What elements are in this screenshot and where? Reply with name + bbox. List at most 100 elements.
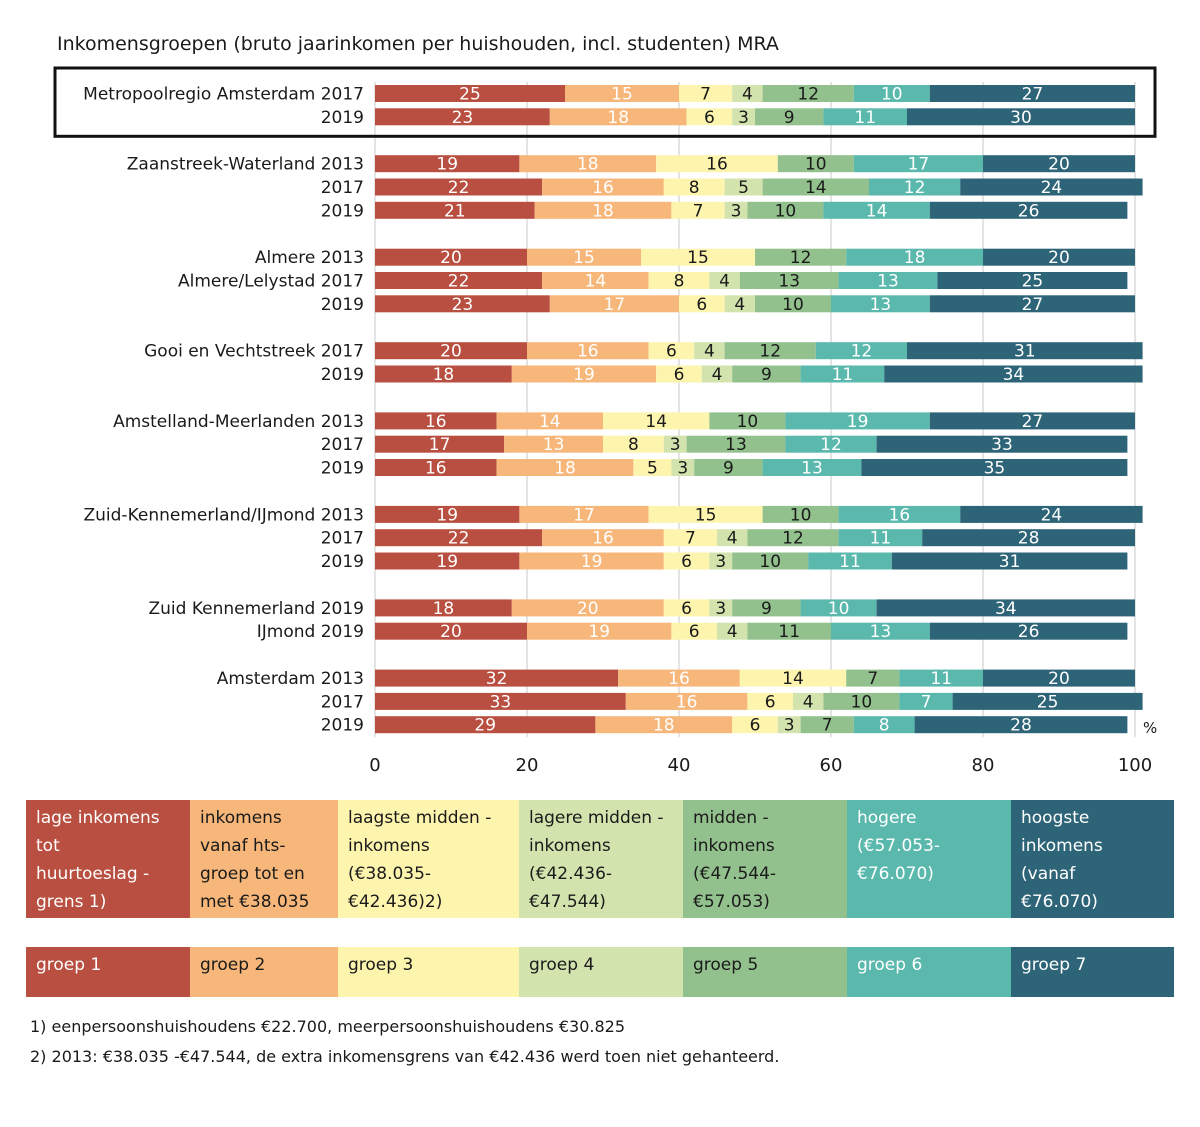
bar-segment <box>519 155 657 173</box>
bar-segment <box>732 716 778 734</box>
data-label: 3 <box>670 435 681 455</box>
data-label: 25 <box>1037 692 1059 712</box>
legend-description-2: inkomens vanaf hts- groep tot en met €38… <box>190 800 338 918</box>
data-label: 4 <box>712 365 723 385</box>
data-label: 8 <box>689 178 700 198</box>
data-label: 4 <box>704 342 715 362</box>
bar-segment <box>747 201 824 219</box>
data-label: 9 <box>723 459 734 479</box>
legend-description-1: lage inkomens tot huurtoeslag - grens 1) <box>26 800 190 918</box>
bar-segment <box>823 201 930 219</box>
row-label: Zaanstreek-Waterland 2013 <box>127 155 364 175</box>
data-label: 10 <box>881 85 903 105</box>
bar-segment <box>739 669 847 687</box>
row-label: 2017 <box>321 692 364 712</box>
data-label: 9 <box>761 365 772 385</box>
legend-description-6: hogere (€57.053- €76.070) <box>847 800 1011 918</box>
data-label: 7 <box>921 692 932 712</box>
bar-segment <box>504 435 603 453</box>
data-label: 30 <box>1010 108 1032 128</box>
data-label: 4 <box>727 622 738 642</box>
data-label: 12 <box>790 248 812 268</box>
bar-segment <box>929 201 1128 219</box>
data-label: 13 <box>801 459 823 479</box>
bar-segment <box>542 529 664 547</box>
bar-segment <box>724 201 748 219</box>
bar-segment <box>663 552 710 570</box>
bar-segment <box>511 599 664 617</box>
bar-segment <box>542 272 649 289</box>
data-label: 14 <box>645 412 667 432</box>
bar-segment <box>709 599 733 617</box>
row-label: Gooi en Vechtstreek 2017 <box>144 342 364 362</box>
bar-segment <box>375 622 527 640</box>
x-tick-label: 40 <box>668 755 691 776</box>
bar-segment <box>823 108 907 126</box>
data-label: 14 <box>539 412 561 432</box>
bar-segment <box>625 692 748 710</box>
legend-group-4: groep 4 <box>519 947 683 997</box>
bar-segment <box>747 529 839 547</box>
data-label: 17 <box>429 435 451 455</box>
bar-segment <box>762 505 839 523</box>
data-label: 29 <box>474 716 496 736</box>
data-label: 24 <box>1041 505 1063 525</box>
bar-segment <box>375 599 512 617</box>
bar-segment <box>375 201 535 219</box>
legend-group-5: groep 5 <box>683 947 847 997</box>
legend-group-2: groep 2 <box>190 947 338 997</box>
data-label: 7 <box>867 669 878 689</box>
legend-group-7: groep 7 <box>1011 947 1174 997</box>
bar-segment <box>800 365 885 383</box>
bar-segment <box>869 178 961 196</box>
bar-segment <box>663 529 717 547</box>
bar-segment <box>549 295 679 313</box>
data-label: 4 <box>734 295 745 315</box>
bar-segment <box>937 272 1128 289</box>
data-label: 15 <box>611 85 633 105</box>
bar-segment <box>527 248 641 266</box>
data-label: 16 <box>676 692 698 712</box>
data-label: 18 <box>577 155 599 175</box>
bar-segment <box>846 248 983 266</box>
bar-segment <box>724 295 755 313</box>
data-label: 13 <box>870 295 892 315</box>
bar-segment <box>648 342 695 360</box>
unit-label: % <box>1143 719 1157 737</box>
data-label: 23 <box>452 108 474 128</box>
bar-segment <box>671 201 725 219</box>
data-label: 33 <box>991 435 1013 455</box>
x-tick-label: 0 <box>369 755 380 776</box>
x-tick-label: 80 <box>972 755 995 776</box>
data-label: 20 <box>1048 669 1070 689</box>
bar-segment <box>777 155 854 173</box>
data-label: 16 <box>668 669 690 689</box>
row-label: IJmond 2019 <box>257 622 364 642</box>
row-label: 2019 <box>321 552 364 572</box>
data-label: 15 <box>695 505 717 525</box>
bar-segment <box>876 599 1135 617</box>
data-label: 3 <box>731 201 742 221</box>
data-label: 7 <box>700 85 711 105</box>
data-label: 6 <box>681 599 692 619</box>
data-label: 3 <box>677 459 688 479</box>
bar-segment <box>375 459 497 476</box>
row-label: 2017 <box>321 435 364 455</box>
bar-segment <box>831 622 930 640</box>
data-label: 14 <box>585 272 607 292</box>
bar-segment <box>663 435 687 453</box>
bar-segment <box>375 342 527 360</box>
bar-segment <box>914 716 1128 734</box>
data-label: 23 <box>452 295 474 315</box>
bar-segment <box>375 155 520 173</box>
data-label: 21 <box>444 201 466 221</box>
data-label: 12 <box>904 178 926 198</box>
bar-segment <box>656 365 702 383</box>
bar-segment <box>694 342 725 360</box>
bar-segment <box>785 435 877 453</box>
data-label: 10 <box>828 599 850 619</box>
data-label: 11 <box>778 622 800 642</box>
data-label: 13 <box>877 272 899 292</box>
data-label: 19 <box>581 552 603 572</box>
bar-segment <box>679 295 725 313</box>
